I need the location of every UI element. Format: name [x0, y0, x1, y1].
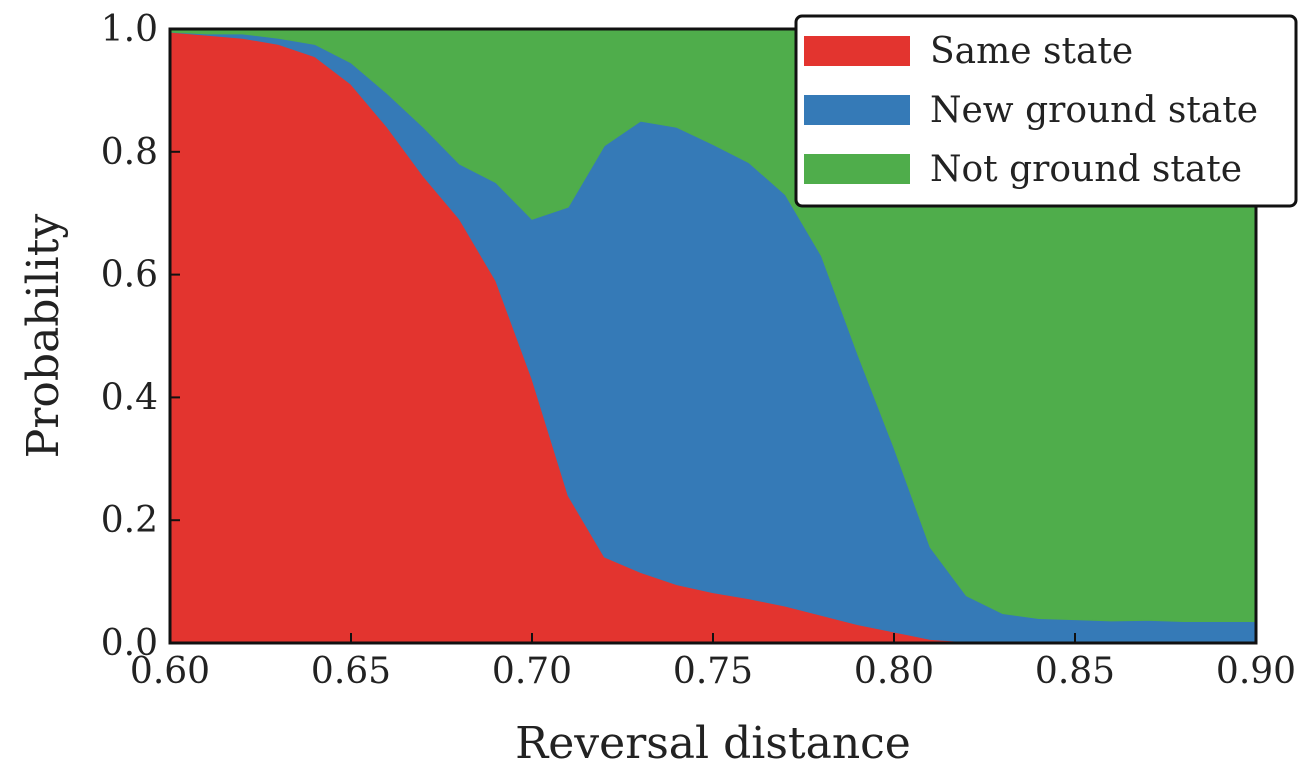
legend-swatch — [804, 154, 910, 184]
y-tick-label: 0.0 — [101, 623, 158, 664]
y-tick-label: 0.4 — [101, 377, 158, 418]
legend-swatch — [804, 36, 910, 66]
y-tick-label: 0.2 — [101, 500, 158, 541]
x-tick-label: 0.80 — [854, 651, 934, 692]
legend-box — [794, 14, 1298, 208]
legend-label: Not ground state — [930, 149, 1242, 190]
legend-label: New ground state — [930, 90, 1258, 131]
y-tick-label: 0.8 — [101, 132, 158, 173]
x-tick-label: 0.85 — [1035, 651, 1115, 692]
y-tick-label: 0.6 — [101, 255, 158, 296]
legend-label: Same state — [930, 31, 1133, 72]
x-tick-label: 0.90 — [1216, 651, 1296, 692]
y-axis-title: Probability — [18, 214, 69, 459]
y-tick-label: 1.0 — [101, 9, 158, 50]
x-axis-title: Reversal distance — [515, 718, 911, 766]
legend: Same state New ground state Not ground sta… — [794, 14, 1298, 208]
x-tick-label: 0.70 — [492, 651, 572, 692]
x-tick-label: 0.65 — [311, 651, 391, 692]
legend-swatch — [804, 95, 910, 125]
axis-ticks-group: 0.60 0.65 0.70 0.75 0.80 0.85 0.90 0.0 0.2 0.4 0.6… — [101, 9, 1296, 692]
x-tick-label: 0.60 — [130, 651, 210, 692]
x-tick-label: 0.75 — [673, 651, 753, 692]
